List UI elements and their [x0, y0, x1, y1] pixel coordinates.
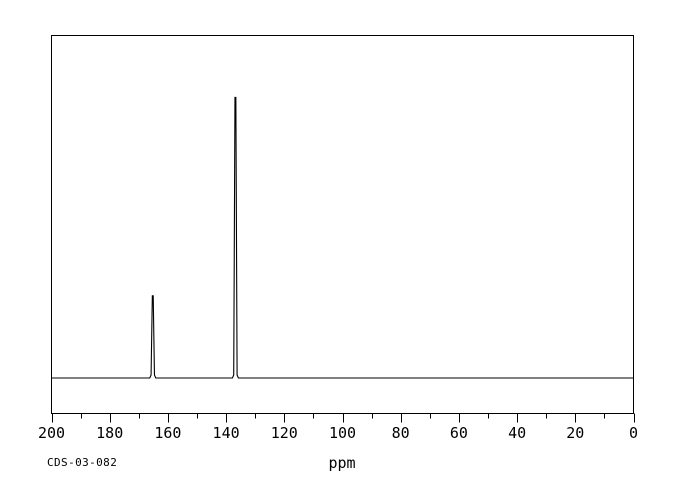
x-tick-label-100: 100	[329, 424, 356, 442]
x-tick-label-60: 60	[450, 424, 468, 442]
x-tick-label-20: 20	[566, 424, 584, 442]
x-tick-label-200: 200	[38, 424, 65, 442]
x-tick-label-80: 80	[392, 424, 410, 442]
x-tick-label-140: 140	[213, 424, 240, 442]
spectrum-trace	[51, 96, 634, 379]
x-tick-label-0: 0	[629, 424, 638, 442]
x-tick-label-160: 160	[154, 424, 181, 442]
plot-frame-border	[51, 35, 634, 414]
x-tick-label-180: 180	[96, 424, 123, 442]
x-axis-tick-labels: 200 180 160 140 120 100 80 60 40 20 0	[38, 424, 638, 442]
sample-code-label: CDS-03-082	[47, 456, 117, 469]
x-axis-ticks	[52, 413, 635, 423]
x-tick-label-120: 120	[271, 424, 298, 442]
x-axis-title: ppm	[328, 454, 355, 472]
x-tick-label-40: 40	[508, 424, 526, 442]
